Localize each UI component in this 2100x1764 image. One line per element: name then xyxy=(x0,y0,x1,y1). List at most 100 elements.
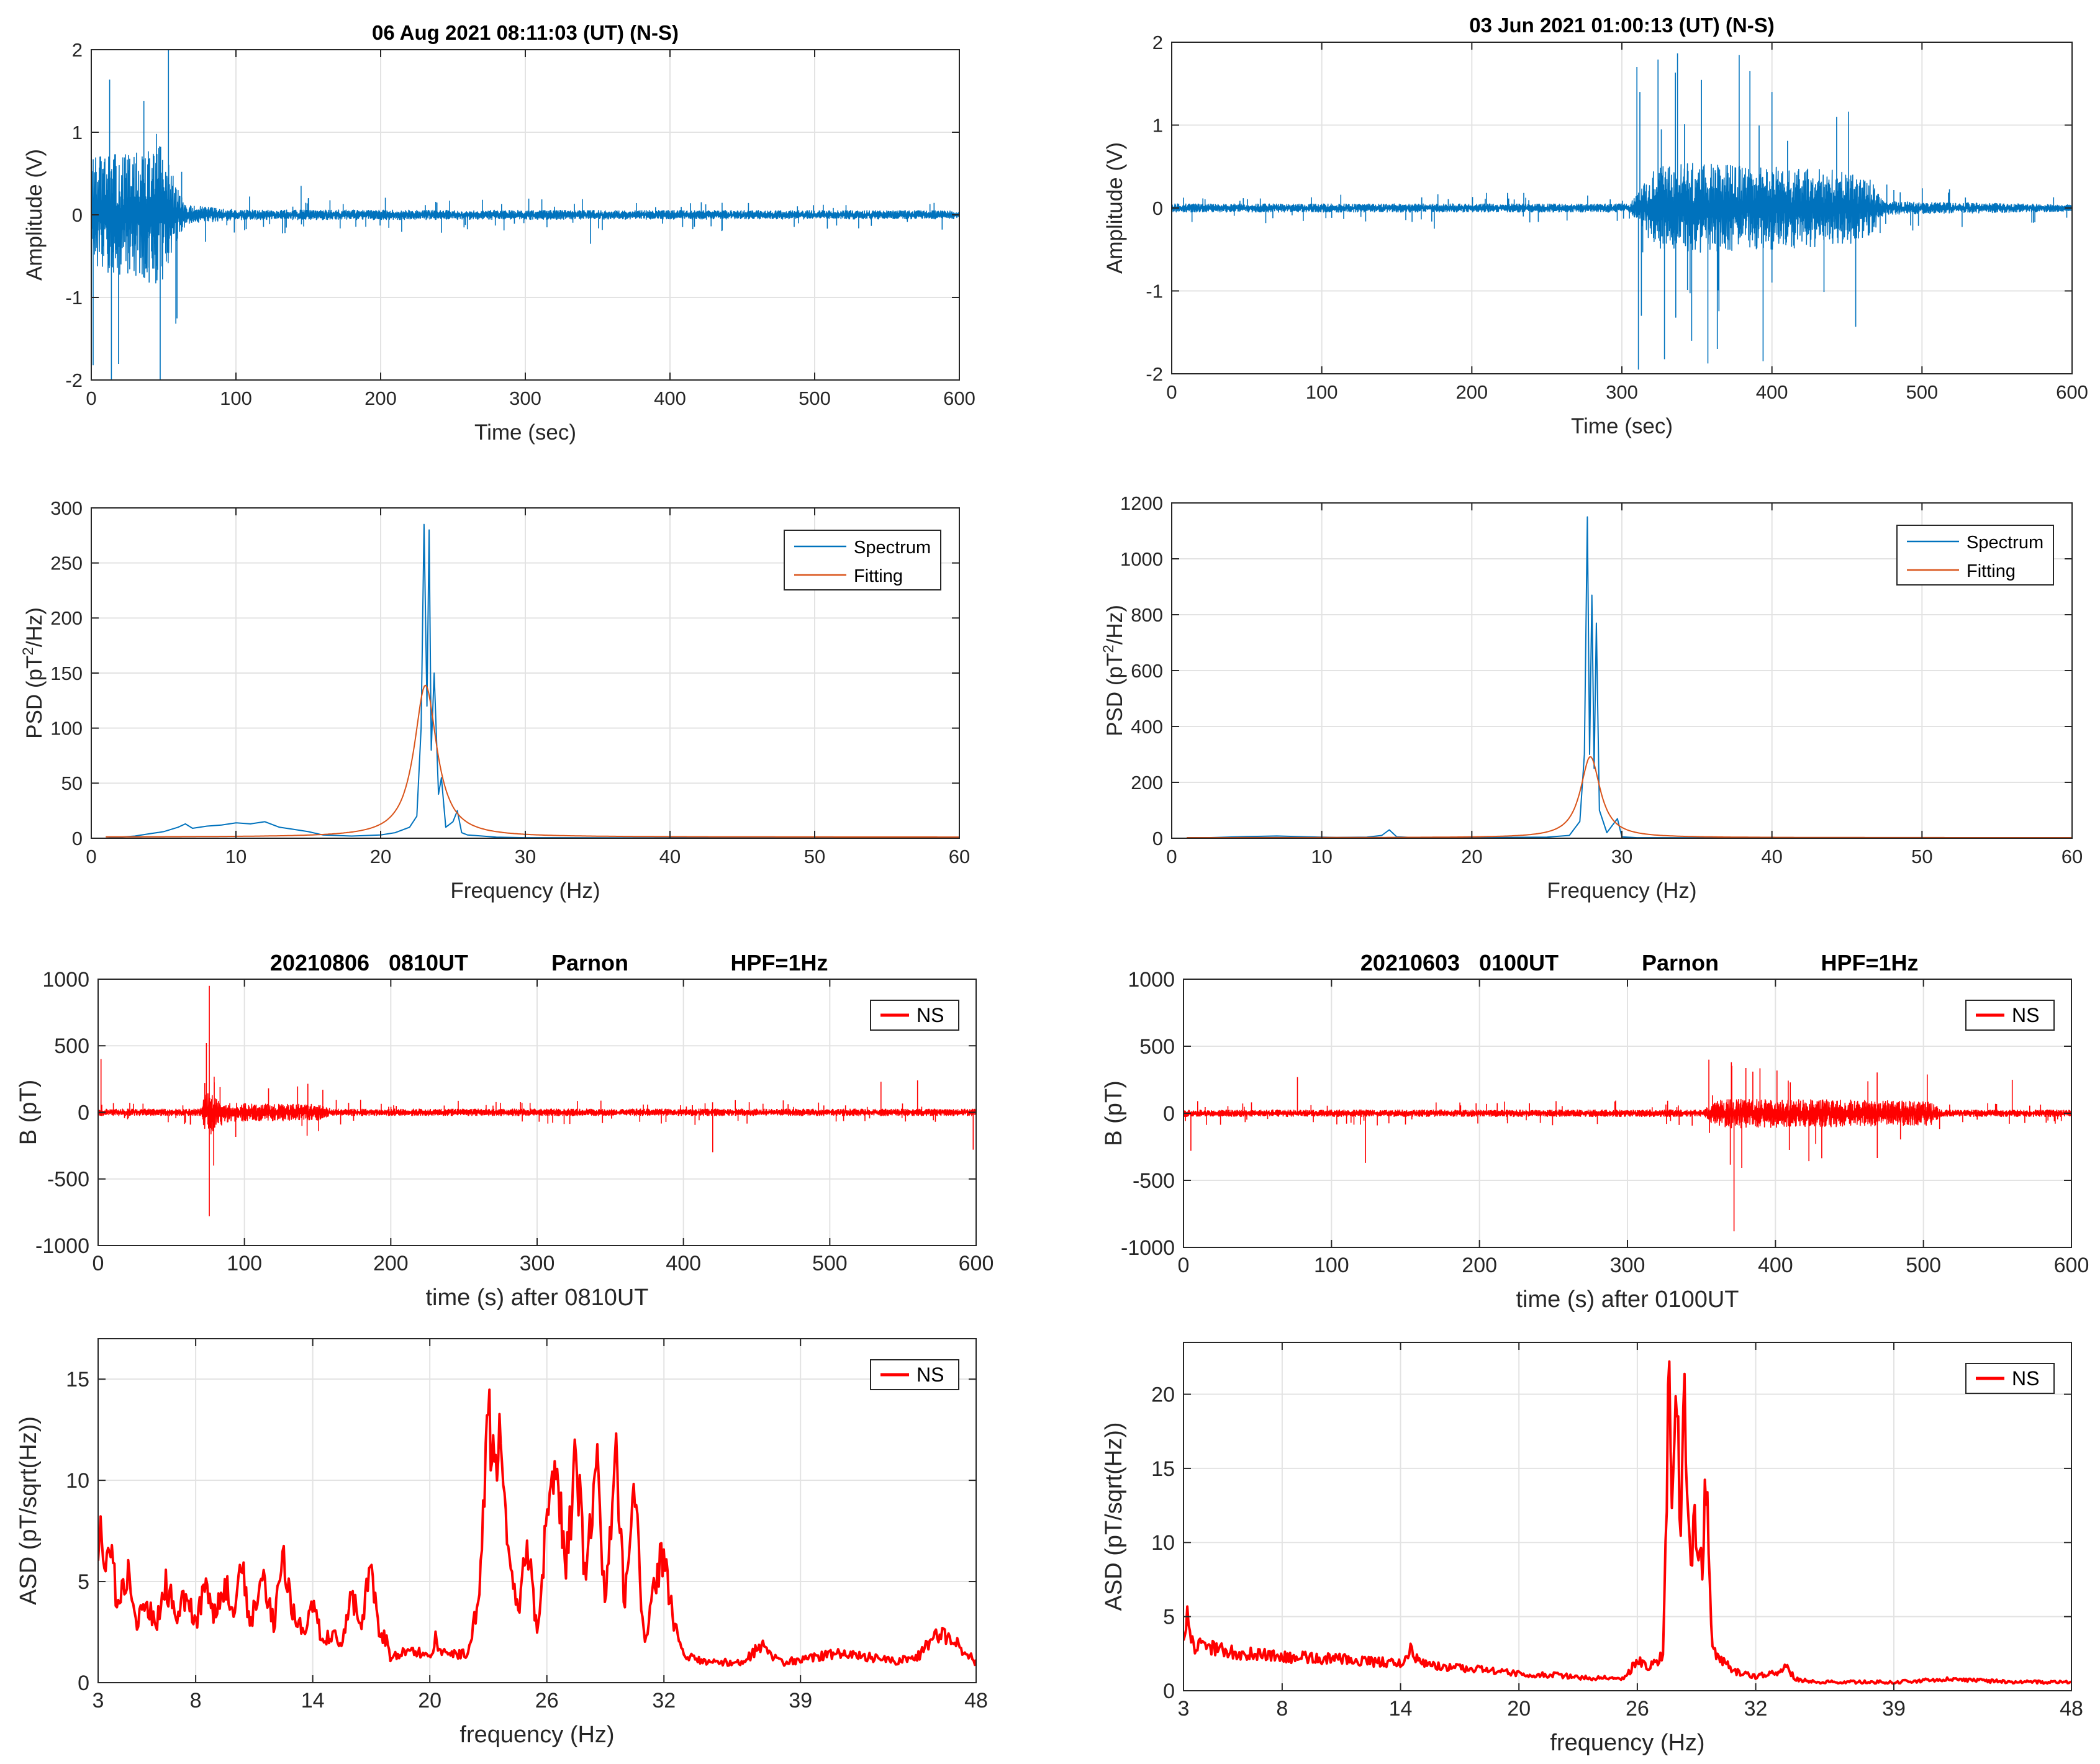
x-tick-label: 500 xyxy=(1906,1254,1941,1277)
y-tick-label: 200 xyxy=(50,607,83,629)
chart-p1: 0 100 200 300 400 500 600 -2 -1 0 1 2 Time (sec) Ampl… xyxy=(22,21,975,445)
x-tick-label: 32 xyxy=(1744,1697,1768,1721)
x-tick-label: 0 xyxy=(1178,1254,1190,1277)
axes-box xyxy=(97,1338,977,1683)
x-tick-label: 600 xyxy=(959,1252,994,1275)
x-tick-label: 39 xyxy=(1882,1697,1906,1721)
y-tick-label: 1000 xyxy=(1120,548,1163,570)
x-tick-label: 300 xyxy=(1610,1254,1645,1277)
x-tick-label: 200 xyxy=(1455,381,1488,403)
legend: NS xyxy=(870,1359,959,1390)
legend: NS xyxy=(1965,1000,2055,1031)
series-group xyxy=(1184,1360,2071,1685)
y-axis-label: B (pT) xyxy=(1101,1080,1127,1146)
chart-p7: 3 8 14 20 26 32 39 48 0 5 10 15 frequency (Hz) ASD (p… xyxy=(16,1338,988,1748)
y-tick-label: -1000 xyxy=(1121,1236,1175,1260)
x-tick-label: 0 xyxy=(86,846,96,867)
y-tick-label: 0 xyxy=(1163,1102,1175,1126)
chart-title-part: Parnon xyxy=(1642,950,1719,975)
x-tick-label: 20 xyxy=(1461,846,1482,867)
y-tick-label: -1 xyxy=(1146,280,1163,302)
y-tick-label: 300 xyxy=(50,497,83,519)
series-group xyxy=(91,50,959,380)
legend-entry-label: NS xyxy=(916,1364,944,1386)
y-tick-label: 1 xyxy=(72,122,83,143)
chart-p8: 3 8 14 20 26 32 39 48 0 5 10 15 20 frequency (Hz) ASD … xyxy=(1101,1342,2083,1756)
x-tick-label: 20 xyxy=(370,846,391,867)
x-axis-label: frequency (Hz) xyxy=(459,1722,614,1748)
x-tick-label: 0 xyxy=(1166,381,1177,403)
chart-title-part: 20210806 xyxy=(270,950,369,975)
x-tick-label: 300 xyxy=(1606,381,1638,403)
x-tick-label: 100 xyxy=(220,387,252,409)
x-tick-label: 32 xyxy=(652,1689,676,1712)
y-tick-label: 10 xyxy=(1151,1531,1175,1555)
y-tick-label: 800 xyxy=(1131,604,1163,626)
y-tick-label: 0 xyxy=(1152,197,1163,219)
x-axis-label: Frequency (Hz) xyxy=(1547,879,1696,903)
x-tick-label: 200 xyxy=(364,387,397,409)
y-tick-label: 2 xyxy=(72,39,83,61)
legend-entry-label: Fitting xyxy=(1966,561,2016,581)
x-tick-label: 60 xyxy=(2062,846,2083,867)
x-tick-label: 14 xyxy=(301,1689,325,1712)
legend-entry-label: Fitting xyxy=(854,566,903,586)
x-axis-label: Time (sec) xyxy=(1571,414,1673,438)
series-group xyxy=(106,523,959,838)
x-tick-label: 40 xyxy=(659,846,681,867)
x-tick-label: 39 xyxy=(789,1689,812,1712)
x-tick-label: 300 xyxy=(509,387,541,409)
x-tick-label: 30 xyxy=(515,846,536,867)
y-tick-label: 15 xyxy=(66,1368,89,1391)
x-tick-label: 50 xyxy=(1911,846,1932,867)
x-tick-label: 0 xyxy=(1166,846,1177,867)
y-tick-label: 15 xyxy=(1151,1457,1175,1481)
x-tick-label: 400 xyxy=(666,1252,701,1275)
series-spectrum-line xyxy=(106,523,959,838)
x-axis-label: Time (sec) xyxy=(474,420,576,445)
x-tick-label: 500 xyxy=(1906,381,1938,403)
chart-p3: 0 10 20 30 40 50 60 0 50 100 150 200 250 300 Frequency… xyxy=(20,497,970,903)
x-tick-label: 8 xyxy=(190,1689,202,1712)
y-tick-label: 600 xyxy=(1131,660,1163,682)
y-axis-label: ASD (pT/sqrt(Hz)) xyxy=(16,1416,42,1605)
x-tick-label: 48 xyxy=(2060,1697,2083,1721)
x-tick-label: 20 xyxy=(1507,1697,1531,1721)
x-tick-label: 48 xyxy=(964,1689,988,1712)
series-group xyxy=(1172,53,2072,370)
x-tick-label: 30 xyxy=(1611,846,1632,867)
y-tick-label: 5 xyxy=(1163,1606,1175,1629)
y-tick-label: 1000 xyxy=(42,968,89,992)
y-tick-label: 0 xyxy=(72,204,83,226)
x-tick-label: 200 xyxy=(1462,1254,1497,1277)
y-tick-label: 1000 xyxy=(1128,968,1175,992)
chart-title: 03 Jun 2021 01:00:13 (UT) (N-S) xyxy=(1469,14,1775,37)
legend-entry-label: Spectrum xyxy=(854,538,931,558)
chart-title-part: 20210603 xyxy=(1360,950,1460,975)
x-tick-label: 600 xyxy=(943,387,975,409)
chart-p4: 0 10 20 30 40 50 60020040060080010001200Freque… xyxy=(1100,492,2083,903)
axes-box xyxy=(1183,1342,2072,1691)
series-n-s-line xyxy=(1172,53,2072,370)
chart-title-part: HPF=1Hz xyxy=(730,950,828,975)
y-tick-label: -2 xyxy=(65,369,83,391)
x-tick-label: 50 xyxy=(804,846,825,867)
legend-entry-label: NS xyxy=(2012,1004,2039,1026)
x-tick-label: 14 xyxy=(1389,1697,1413,1721)
plot-area xyxy=(1184,1342,2071,1691)
series-group xyxy=(1184,1059,2071,1232)
y-axis-label: Amplitude (V) xyxy=(1103,142,1127,274)
x-tick-label: 10 xyxy=(1311,846,1332,867)
x-tick-label: 500 xyxy=(812,1252,848,1275)
x-tick-label: 100 xyxy=(1314,1254,1349,1277)
x-tick-label: 0 xyxy=(93,1252,104,1275)
x-tick-label: 100 xyxy=(227,1252,262,1275)
x-tick-label: 26 xyxy=(1626,1697,1649,1721)
legend: NS xyxy=(870,1000,959,1031)
x-tick-label: 3 xyxy=(93,1689,104,1712)
x-tick-label: 400 xyxy=(1756,381,1788,403)
legend-box xyxy=(784,530,941,590)
x-tick-label: 26 xyxy=(535,1689,559,1712)
x-tick-label: 100 xyxy=(1306,381,1338,403)
x-axis-label: time (s) after 0810UT xyxy=(426,1285,649,1311)
